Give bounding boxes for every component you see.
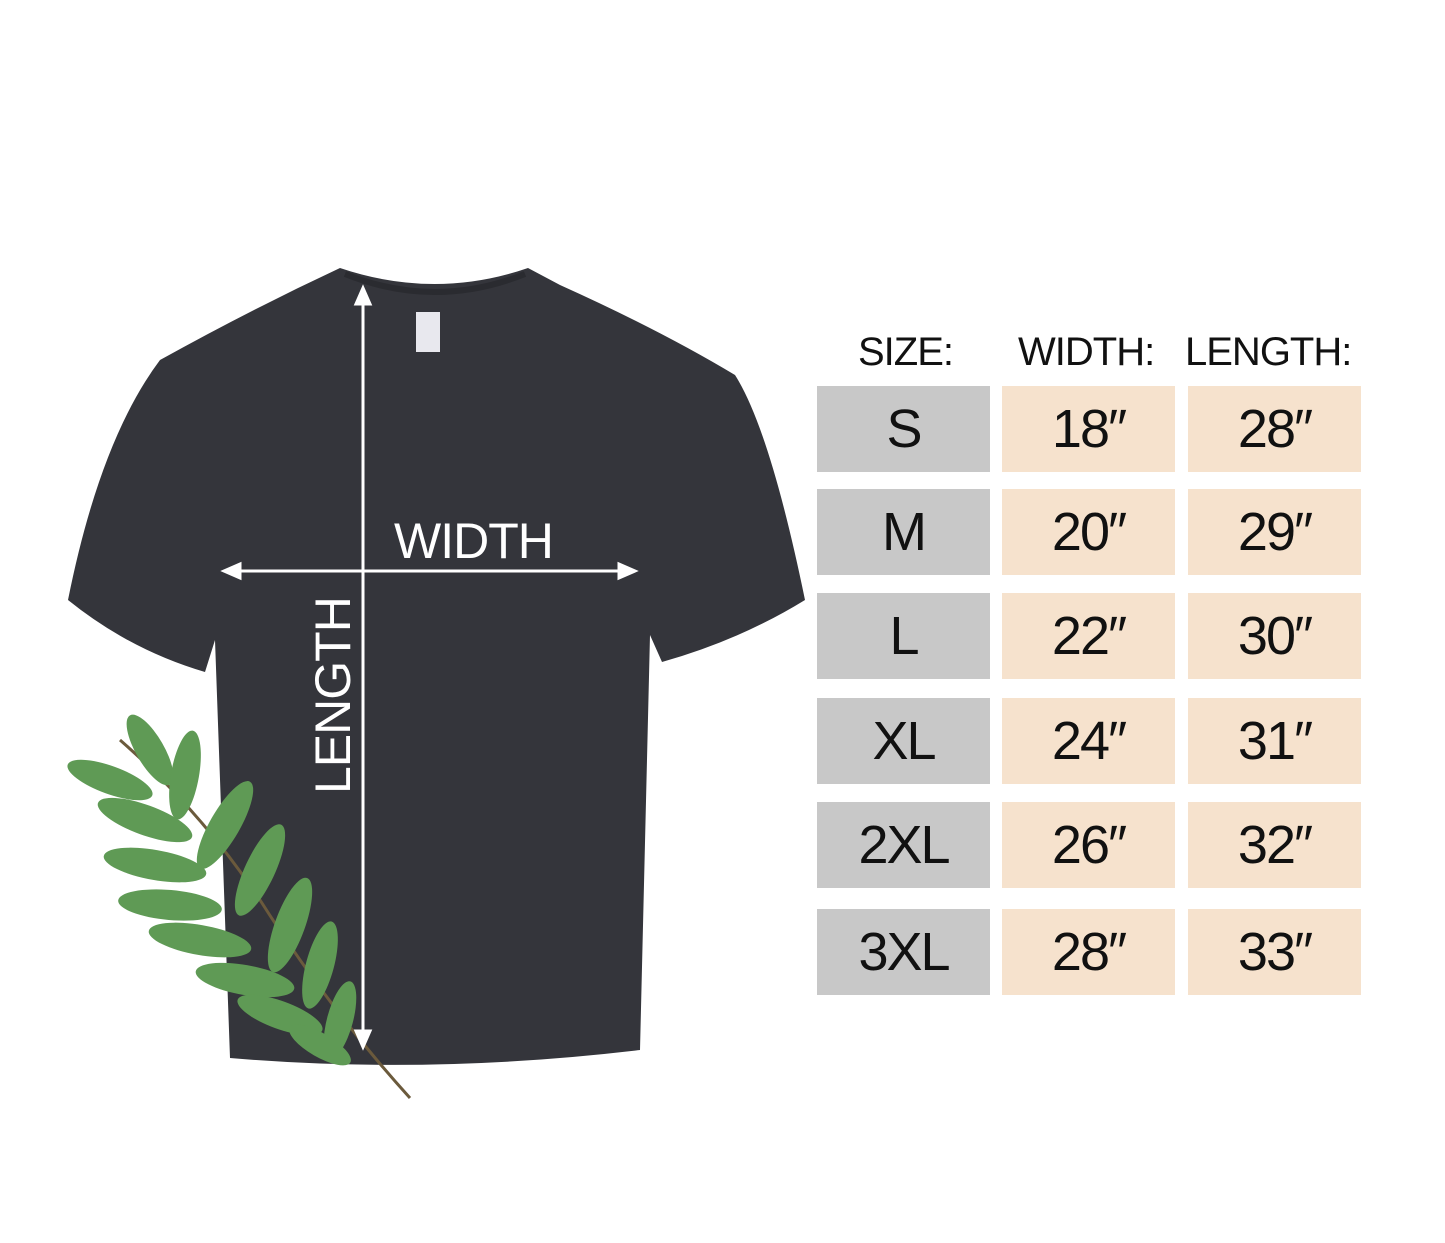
length-cell: 32″ [1188, 802, 1361, 888]
size-cell: 3XL [817, 909, 990, 995]
header-width: WIDTH: [1018, 330, 1155, 374]
length-cell: 29″ [1188, 489, 1361, 575]
length-cell: 30″ [1188, 593, 1361, 679]
length-label: LENGTH [305, 597, 361, 794]
width-cell: 24″ [1002, 698, 1175, 784]
header-size: SIZE: [858, 330, 954, 374]
width-cell: 22″ [1002, 593, 1175, 679]
length-cell: 33″ [1188, 909, 1361, 995]
tag-label [416, 312, 440, 352]
size-cell: L [817, 593, 990, 679]
size-cell: 2XL [817, 802, 990, 888]
width-cell: 28″ [1002, 909, 1175, 995]
leaf-branch [67, 714, 412, 1100]
length-cell: 31″ [1188, 698, 1361, 784]
length-arrow [353, 284, 373, 1051]
size-cell: M [817, 489, 990, 575]
collar [343, 271, 527, 295]
width-arrow [220, 561, 639, 581]
width-cell: 20″ [1002, 489, 1175, 575]
width-cell: 26″ [1002, 802, 1175, 888]
size-cell: S [817, 386, 990, 472]
width-cell: 18″ [1002, 386, 1175, 472]
size-cell: XL [817, 698, 990, 784]
length-cell: 28″ [1188, 386, 1361, 472]
header-length: LENGTH: [1185, 330, 1352, 374]
width-label: WIDTH [394, 513, 554, 569]
